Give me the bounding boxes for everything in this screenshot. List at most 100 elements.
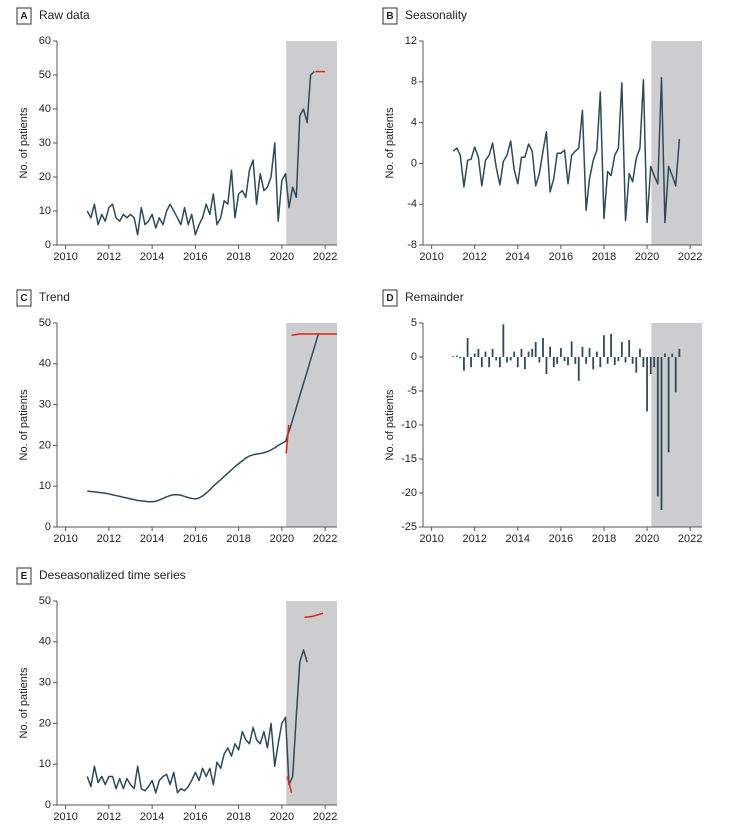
bar: [499, 357, 501, 368]
y-tick-label: -10: [401, 419, 417, 431]
bar: [509, 357, 512, 361]
x-tick-label: 2016: [183, 533, 207, 545]
panel: A Raw data 0 10 20 30 40 50 60 2010 2012 2014 2016 20…: [16, 7, 337, 263]
bar: [549, 346, 552, 357]
bar: [538, 357, 541, 363]
bar: [531, 348, 534, 357]
bar: [639, 348, 641, 357]
bar: [606, 357, 609, 364]
y-axis-label: No. of patients: [18, 107, 30, 178]
y-tick-label: 0: [411, 351, 417, 363]
bar: [502, 324, 505, 357]
bar: [631, 357, 634, 364]
panel: C Trend 0 10 20 30 40 50 2010 2012 2014 2016 2018 202…: [16, 289, 337, 545]
panel-title: Remainder: [405, 290, 464, 304]
panel-letter: B: [386, 11, 393, 22]
x-tick-label: 2020: [635, 533, 659, 545]
panel-letter-box: [16, 567, 32, 585]
x-tick-label: 2012: [97, 811, 121, 823]
bar: [567, 357, 569, 366]
bar: [653, 357, 656, 368]
bar: [455, 355, 458, 357]
x-tick-label: 2012: [97, 533, 121, 545]
x-tick-label: 2016: [183, 251, 207, 263]
panel-title: Raw data: [39, 8, 90, 22]
x-tick-label: 2014: [506, 533, 530, 545]
bar: [617, 357, 620, 362]
x-tick-label: 2022: [313, 811, 337, 823]
bar: [610, 333, 612, 357]
y-axis-label: No. of patients: [384, 107, 396, 178]
bar: [513, 351, 516, 357]
x-tick-label: 2012: [462, 533, 486, 545]
bar: [635, 357, 638, 373]
bar: [664, 353, 666, 357]
series-line: [86, 71, 315, 236]
bar: [466, 337, 469, 357]
y-tick-label: -15: [401, 453, 417, 465]
bar: [459, 357, 462, 359]
x-tick-label: 2014: [506, 251, 530, 263]
y-axis-label: No. of patients: [384, 389, 396, 460]
x-tick-label: 2022: [313, 251, 337, 263]
bar: [595, 351, 598, 357]
y-tick-label: 40: [39, 358, 51, 370]
panel-title: Seasonality: [405, 8, 467, 22]
panel: D Remainder -25 -20 -15 -10 -5 0 5 2010 2012 2014 20…: [382, 289, 702, 545]
x-tick-label: 2020: [635, 251, 659, 263]
panel-letter: C: [20, 293, 27, 304]
x-tick-label: 2022: [678, 533, 702, 545]
x-tick-label: 2010: [53, 251, 77, 263]
series-line: [304, 612, 324, 619]
panel: E Deseasonalized time series 0 10 20 30 40 50 20…: [16, 567, 337, 823]
y-tick-label: -25: [401, 521, 417, 533]
x-tick-label: 2022: [678, 251, 702, 263]
bar: [563, 357, 566, 362]
bar: [520, 348, 523, 357]
bar: [646, 357, 648, 412]
y-tick-label: 50: [39, 595, 51, 607]
x-tick-label: 2014: [140, 811, 164, 823]
x-tick-label: 2010: [419, 533, 443, 545]
x-tick-label: 2016: [183, 811, 207, 823]
y-tick-label: -4: [407, 198, 417, 210]
series-line: [286, 776, 293, 793]
panel-letter: E: [21, 571, 28, 582]
bar: [599, 357, 602, 368]
y-tick-label: 60: [39, 35, 51, 47]
x-tick-label: 2012: [462, 251, 486, 263]
bar: [660, 357, 663, 510]
y-tick-label: 5: [411, 317, 417, 329]
bar: [470, 357, 472, 368]
x-tick-label: 2020: [270, 533, 294, 545]
x-tick-label: 2018: [226, 811, 250, 823]
x-tick-label: 2018: [226, 251, 250, 263]
bar: [524, 357, 526, 370]
y-tick-label: 20: [39, 717, 51, 729]
y-tick-label: 30: [39, 137, 51, 149]
y-tick-label: 20: [39, 439, 51, 451]
bar: [556, 357, 559, 364]
y-tick-label: 0: [45, 521, 51, 533]
y-tick-label: -8: [407, 239, 417, 251]
bar: [542, 337, 544, 357]
y-tick-label: 10: [39, 480, 51, 492]
series-line: [86, 649, 308, 794]
x-tick-label: 2018: [226, 533, 250, 545]
forecast-shade: [286, 323, 337, 527]
bar: [581, 346, 584, 357]
series-line: [291, 333, 337, 336]
bar: [588, 348, 591, 357]
y-tick-label: 50: [39, 317, 51, 329]
x-tick-label: 2020: [270, 811, 294, 823]
y-tick-label: 0: [45, 799, 51, 811]
y-axis-label: No. of patients: [18, 389, 30, 460]
panel-letter-box: [382, 289, 398, 307]
y-tick-label: 40: [39, 103, 51, 115]
y-tick-label: -5: [407, 385, 417, 397]
panel-letter: A: [20, 11, 27, 22]
bar: [671, 353, 674, 357]
bar: [534, 342, 537, 357]
bar: [506, 357, 508, 363]
